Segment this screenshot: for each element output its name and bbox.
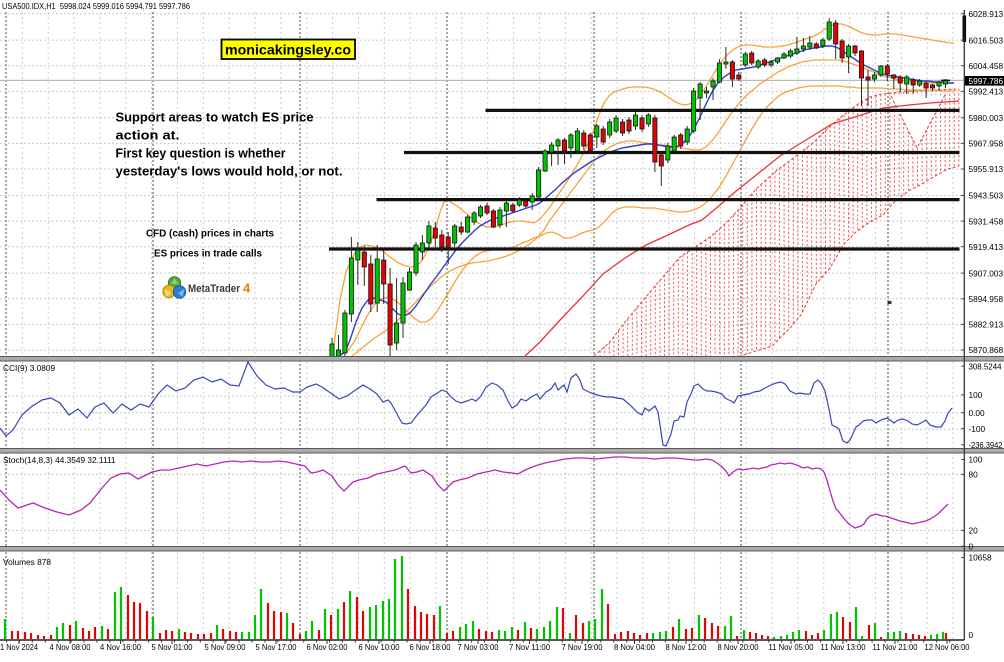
svg-text:USA500.IDX,H1 5998.024 5999.0: USA500.IDX,H1 5998.024 5999.016 5994.791… [2, 1, 190, 11]
svg-text:0: 0 [969, 541, 974, 551]
svg-text:5992.413: 5992.413 [969, 87, 1004, 97]
svg-text:6 Nov 02:00: 6 Nov 02:00 [307, 642, 348, 652]
svg-text:4 Nov 08:00: 4 Nov 08:00 [50, 642, 91, 652]
svg-text:308.5244: 308.5244 [969, 361, 1002, 371]
svg-text:5894.958: 5894.958 [969, 294, 1004, 304]
svg-text:5882.913: 5882.913 [969, 320, 1004, 330]
svg-text:6 Nov 10:00: 6 Nov 10:00 [359, 642, 400, 652]
svg-text:5 Nov 17:00: 5 Nov 17:00 [256, 642, 297, 652]
svg-text:11 Nov 21:00: 11 Nov 21:00 [873, 642, 918, 652]
svg-text:action at.: action at. [116, 129, 180, 143]
svg-text:10658: 10658 [969, 553, 992, 563]
svg-text:-100: -100 [969, 424, 986, 434]
svg-text:100: 100 [969, 455, 983, 465]
svg-text:First key question is whether: First key question is whether [116, 147, 286, 161]
svg-text:0: 0 [969, 630, 974, 640]
svg-text:5943.503: 5943.503 [969, 191, 1004, 201]
svg-text:11 Nov 13:00: 11 Nov 13:00 [821, 642, 866, 652]
svg-text:5997.786: 5997.786 [969, 76, 1004, 86]
svg-text:7 Nov 19:00: 7 Nov 19:00 [562, 642, 603, 652]
svg-text:5967.958: 5967.958 [969, 139, 1004, 149]
svg-text:6016.503: 6016.503 [969, 35, 1004, 45]
svg-text:0.00: 0.00 [969, 408, 986, 418]
svg-text:6028.913: 6028.913 [969, 9, 1004, 19]
svg-text:6004.458: 6004.458 [969, 61, 1004, 71]
svg-text:8 Nov 12:00: 8 Nov 12:00 [666, 642, 707, 652]
svg-text:Stoch(14,8,3) 44.3549 32.1111: Stoch(14,8,3) 44.3549 32.1111 [3, 455, 116, 465]
svg-text:MetaTrader: MetaTrader [188, 283, 241, 295]
svg-text:Volumes 878: Volumes 878 [3, 557, 51, 567]
svg-text:5931.458: 5931.458 [969, 216, 1004, 226]
svg-text:6 Nov 18:00: 6 Nov 18:00 [410, 642, 451, 652]
svg-text:5 Nov 01:00: 5 Nov 01:00 [152, 642, 193, 652]
svg-text:80: 80 [969, 470, 979, 480]
svg-text:5870.868: 5870.868 [969, 345, 1004, 355]
svg-text:20: 20 [969, 526, 979, 536]
svg-text:12 Nov 06:00: 12 Nov 06:00 [925, 642, 970, 652]
svg-text:4: 4 [243, 281, 251, 296]
svg-text:yesterday's lows would hold, o: yesterday's lows would hold, or not. [116, 165, 343, 179]
svg-text:ES prices in trade calls: ES prices in trade calls [154, 248, 262, 260]
svg-text:CFD (cash) prices in charts: CFD (cash) prices in charts [146, 228, 274, 240]
svg-text:Support areas to watch ES pric: Support areas to watch ES price [116, 111, 314, 125]
svg-text:100: 100 [969, 390, 983, 400]
svg-text:5 Nov 09:00: 5 Nov 09:00 [205, 642, 246, 652]
svg-text:5907.003: 5907.003 [969, 268, 1004, 278]
svg-text:5919.413: 5919.413 [969, 242, 1004, 252]
svg-text:5955.913: 5955.913 [969, 164, 1004, 174]
svg-text:CCI(9) 3.0809: CCI(9) 3.0809 [3, 363, 55, 373]
svg-text:5980.003: 5980.003 [969, 113, 1004, 123]
svg-text:7 Nov 03:00: 7 Nov 03:00 [458, 642, 499, 652]
svg-text:11 Nov 05:00: 11 Nov 05:00 [769, 642, 814, 652]
svg-text:-236.3942: -236.3942 [969, 440, 1003, 450]
svg-text:8 Nov 20:00: 8 Nov 20:00 [718, 642, 759, 652]
svg-text:8 Nov 04:00: 8 Nov 04:00 [614, 642, 655, 652]
svg-text:4 Nov 16:00: 4 Nov 16:00 [100, 642, 141, 652]
svg-text:monicakingsley.co: monicakingsley.co [225, 42, 351, 58]
svg-text:7 Nov 11:00: 7 Nov 11:00 [509, 642, 550, 652]
svg-text:1 Nov 2024: 1 Nov 2024 [0, 642, 38, 652]
